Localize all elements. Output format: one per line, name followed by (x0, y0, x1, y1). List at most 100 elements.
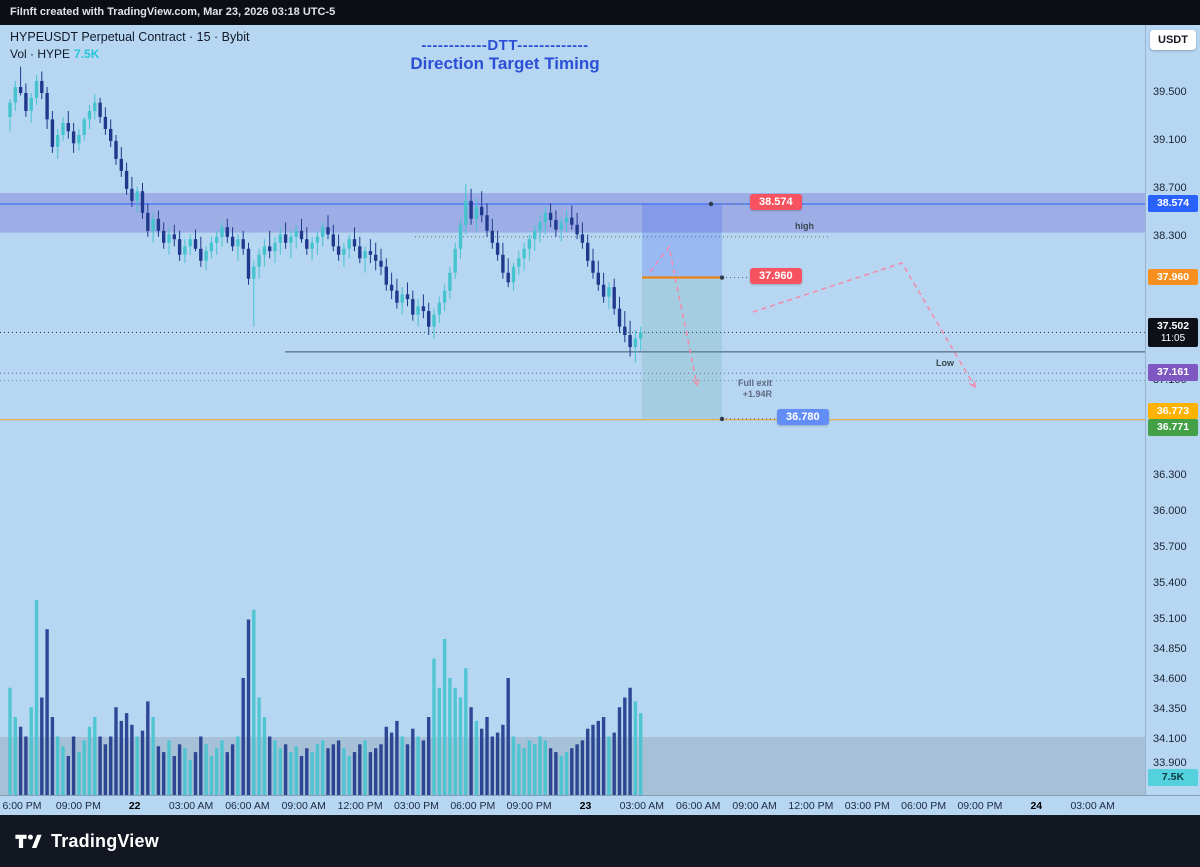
volume-bar (294, 746, 298, 795)
target-price-label[interactable]: 36.780 (777, 408, 829, 425)
volume-bar (511, 736, 516, 795)
volume-bar (18, 726, 23, 795)
volume-bar (199, 736, 203, 795)
candle-body (336, 246, 341, 255)
candle-body (358, 246, 362, 259)
volume-bar (331, 744, 335, 795)
candle-body (554, 220, 558, 230)
stop-price-label[interactable]: 38.574 (750, 193, 802, 210)
candle-body (24, 93, 28, 111)
volume-bar (607, 736, 611, 795)
candle-body (268, 246, 272, 252)
volume-bar (283, 744, 288, 795)
volume-bar (395, 720, 399, 795)
price-tick: 33.900 (1153, 757, 1187, 769)
candle-body (162, 230, 166, 243)
volume-bar (193, 752, 198, 795)
time-tick: 03:00 AM (619, 800, 665, 812)
position-stop-box (642, 203, 722, 278)
candle-body (119, 158, 123, 171)
volume-bar (617, 707, 622, 795)
volume-bar (639, 713, 643, 795)
price-tick: 34.600 (1153, 673, 1187, 686)
volume-bar (66, 756, 70, 795)
price-tick: 38.700 (1153, 181, 1187, 194)
volume-bar (442, 639, 447, 795)
resistance-zone (0, 193, 1145, 233)
axis-price-label: 7.5K (1148, 769, 1198, 786)
price-tick: 36.300 (1153, 469, 1187, 482)
annotation-title: ------------DTT------------- Direction T… (305, 37, 705, 74)
time-axis[interactable]: 6:00 PM 09:00 PM 22 03:00 AM 06:00 AM 09:00 A… (0, 795, 1200, 815)
symbol-title[interactable]: HYPEUSDT Perpetual Contract · 15 · Bybit (10, 30, 250, 44)
candle-body (570, 217, 574, 225)
volume-bar (56, 736, 60, 795)
candle-body (294, 230, 298, 237)
candle-body (167, 234, 171, 243)
volume-bar (24, 736, 28, 795)
price-tick: 39.500 (1153, 86, 1187, 98)
candle-body (299, 230, 304, 240)
candle-body (474, 206, 479, 219)
candle-body (633, 338, 638, 348)
volume-bar (98, 736, 102, 795)
currency-button[interactable]: USDT (1150, 30, 1196, 50)
candle-body (506, 272, 510, 283)
volume-bar (151, 717, 155, 795)
price-axis[interactable]: USDT 39.50039.10038.70038.30037.10036.30… (1145, 25, 1200, 795)
candle-body (66, 122, 70, 132)
candle-body (93, 102, 97, 111)
chart-canvas[interactable]: HYPEUSDT Perpetual Contract · 15 · Bybit… (0, 25, 1145, 795)
candle-body (40, 81, 44, 93)
candle-body (495, 242, 500, 255)
candle-body (612, 287, 616, 309)
volume-bar (241, 678, 245, 795)
volume-bar (458, 697, 463, 795)
candle-body (511, 266, 516, 283)
candle-body (262, 246, 267, 255)
candle-body (363, 251, 367, 259)
candle-body (146, 212, 150, 231)
volume-bar (416, 736, 420, 795)
entry-price-label[interactable]: 37.960 (750, 267, 802, 284)
axis-price-label: 37.161 (1148, 364, 1198, 381)
volume-bar (162, 752, 166, 795)
axis-price-label: 38.574 (1148, 194, 1198, 212)
volume-bar (342, 748, 346, 795)
tradingview-logo[interactable] (14, 829, 42, 853)
volume-bar (548, 748, 553, 795)
candle-body (548, 212, 553, 221)
time-tick: 12:00 PM (788, 800, 834, 812)
time-tick: 22 (128, 800, 141, 812)
connector-dot (708, 201, 714, 207)
candle-body (135, 191, 139, 201)
volume-bar (427, 717, 431, 795)
price-tick: 34.850 (1153, 643, 1187, 656)
volume-bar (40, 697, 44, 795)
symbol-legend[interactable]: HYPEUSDT Perpetual Contract · 15 · Bybit… (10, 30, 249, 61)
time-tick: 06:00 PM (901, 800, 947, 812)
brand-name[interactable]: TradingView (51, 830, 159, 851)
volume-bar (8, 687, 12, 795)
chart-plot[interactable] (0, 25, 1145, 795)
volume-bar (374, 748, 378, 795)
volume-bar (252, 609, 256, 795)
volume-bar (400, 736, 404, 795)
volume-bar (236, 736, 240, 795)
candle-body (71, 131, 76, 144)
candle-body (347, 239, 351, 249)
candle-body (257, 254, 261, 267)
candle-body (156, 218, 161, 231)
candle-body (559, 222, 563, 230)
volume-bar (209, 756, 214, 795)
axis-price-label: 37.960 (1148, 268, 1198, 286)
volume-bar (230, 744, 235, 795)
candle-body (241, 239, 245, 249)
candle-body (533, 230, 537, 240)
volume-bar (570, 748, 574, 795)
candle-body (225, 227, 229, 237)
candle-body (34, 81, 39, 98)
volume-bar (71, 736, 76, 795)
time-tick: 09:00 PM (957, 800, 1003, 812)
volume-bar (204, 744, 208, 795)
